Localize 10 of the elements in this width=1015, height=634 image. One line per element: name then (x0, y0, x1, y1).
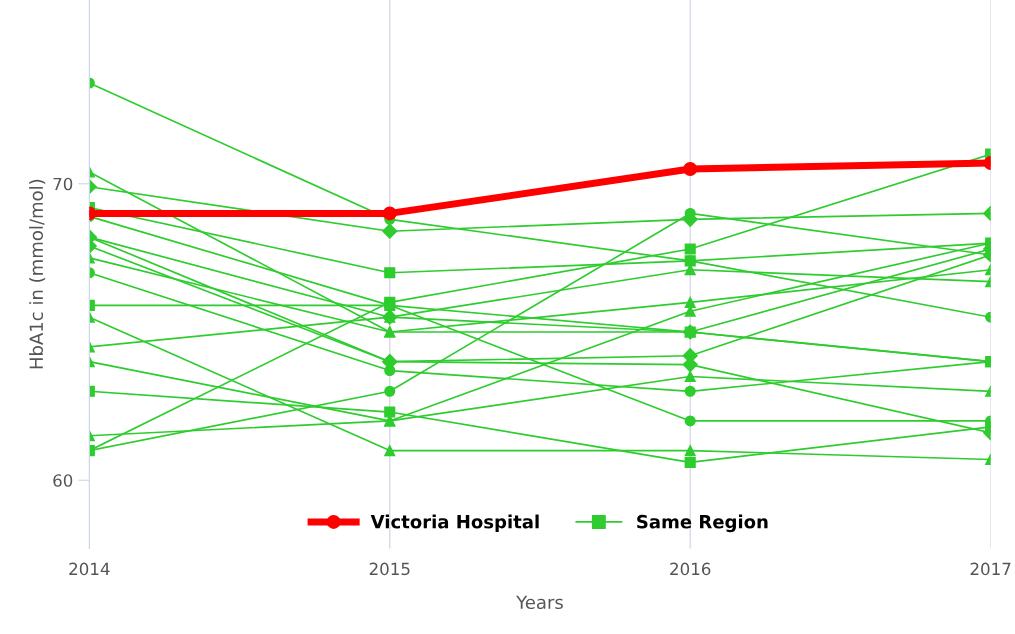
legend-label: Victoria Hospital (370, 514, 539, 533)
y-axis-title: HbA1c in (mmol/mol) (29, 179, 46, 369)
legend-label: Same Region (637, 514, 768, 533)
x-tick-label: 2017 (970, 562, 1011, 576)
x-tick-label: 2016 (670, 562, 711, 576)
x-axis-title: Years (516, 595, 563, 610)
x-tick-label: 2015 (369, 562, 410, 576)
y-tick-label: 70 (53, 177, 73, 191)
y-tick-label: 60 (53, 474, 73, 487)
x-tick-label: 2014 (69, 562, 110, 576)
